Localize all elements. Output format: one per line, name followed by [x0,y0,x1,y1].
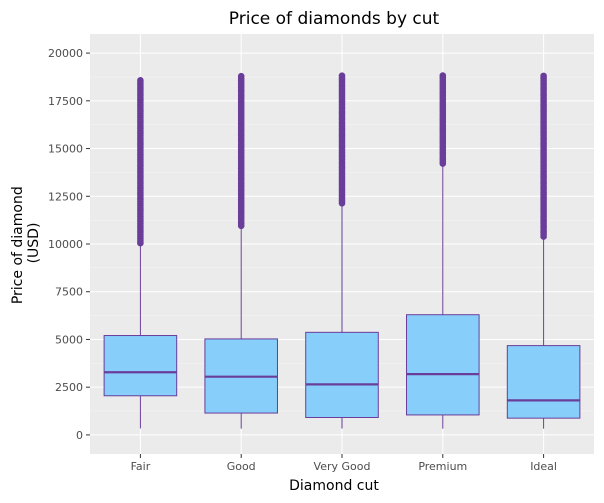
x-axis-title: Diamond cut [289,478,379,494]
outlier-point [540,233,547,240]
y-tick-label: 17500 [48,95,83,108]
outlier-point [237,222,245,230]
box-fair [103,77,178,429]
outlier-point [439,160,447,167]
y-tick-label: 20000 [48,47,83,60]
box-body [506,345,581,419]
box-ideal [506,72,581,429]
x-tick-label: Very Good [314,460,371,473]
box-good [204,72,278,429]
y-tick-label: 15000 [48,143,83,156]
outlier-point [338,199,346,207]
y-tick-label: 12500 [48,190,83,203]
x-tick-label: Ideal [530,460,557,473]
x-tick-label: Fair [131,460,151,473]
box-very-good [305,72,379,429]
y-axis-title-line-2: (USD) [26,223,42,264]
y-tick-label: 0 [76,429,83,442]
box-premium [406,72,480,429]
box-body [406,314,480,416]
y-axis: 0 2500 5000 7500 10000 12500 15000 17500 20000 [48,47,90,442]
outlier-point [137,239,144,247]
y-axis-title: Price of diamond (USD) [10,182,42,304]
y-tick-label: 7500 [55,286,83,299]
x-tick-label: Premium [418,460,467,473]
y-tick-label: 5000 [55,333,83,346]
y-tick-label: 10000 [48,238,83,251]
x-axis: Fair Good Very Good Premium Ideal [131,454,557,473]
y-tick-label: 2500 [55,381,83,394]
y-axis-title-line-1: Price of diamond [10,186,26,304]
box-body [305,331,379,418]
x-tick-label: Good [227,460,256,473]
chart-title: Price of diamonds by cut [229,9,440,29]
box-body [103,335,178,397]
boxes [103,72,581,429]
